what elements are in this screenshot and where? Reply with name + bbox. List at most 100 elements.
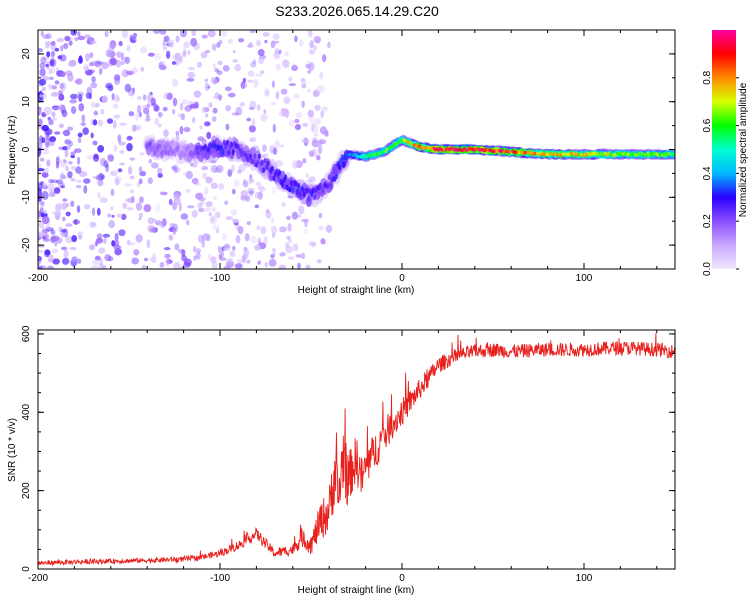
heatmap-cell — [69, 93, 78, 100]
heatmap-cell — [168, 234, 174, 241]
heatmap-cell — [40, 30, 44, 36]
heatmap-cell — [97, 173, 104, 181]
heatmap-cell — [39, 68, 46, 77]
heatmap-cell — [68, 140, 74, 147]
snr-y-tick-label: 0 — [21, 566, 32, 572]
heatmap-cell — [201, 106, 206, 113]
heatmap-cell — [154, 220, 163, 226]
heatmap-cell — [218, 39, 223, 45]
heatmap-cell — [51, 111, 56, 118]
heatmap-cell — [63, 249, 69, 259]
heatmap-cell — [225, 104, 232, 112]
heatmap-cell — [204, 186, 209, 196]
spectrogram-y-tick-label: -10 — [21, 190, 32, 205]
heatmap-cell — [157, 167, 163, 175]
heatmap-cell — [240, 190, 248, 199]
heatmap-cell — [83, 185, 88, 194]
heatmap-cell — [151, 162, 159, 169]
heatmap-cell — [54, 242, 58, 247]
snr-y-tick-label: 600 — [21, 325, 32, 342]
heatmap-cell — [294, 118, 300, 124]
heatmap-cell — [153, 150, 156, 156]
heatmap-cell — [174, 167, 181, 173]
heatmap-cell — [231, 164, 235, 173]
heatmap-cell — [101, 61, 109, 70]
heatmap-cell — [238, 164, 246, 172]
heatmap-cell — [68, 61, 76, 67]
heatmap-cell — [201, 34, 208, 39]
heatmap-cell — [92, 119, 98, 126]
heatmap-cell — [297, 182, 301, 189]
heatmap-cell — [321, 188, 325, 194]
heatmap-cell — [38, 220, 45, 229]
heatmap-cell — [263, 157, 267, 164]
heatmap-cell — [318, 225, 324, 231]
heatmap-cell — [196, 150, 200, 156]
heatmap-cell — [118, 229, 126, 237]
heatmap-cell — [161, 218, 167, 227]
heatmap-cell — [301, 122, 309, 127]
heatmap-cell — [150, 97, 156, 106]
heatmap-cell — [38, 210, 42, 217]
heatmap-cell — [94, 103, 100, 108]
heatmap-cell — [53, 187, 61, 194]
heatmap-cell — [291, 211, 298, 220]
heatmap-cell — [237, 258, 243, 265]
heatmap-cell — [275, 63, 281, 71]
heatmap-cell — [113, 94, 120, 103]
heatmap-cell — [126, 143, 133, 152]
heatmap-cell — [308, 176, 316, 183]
heatmap-cell — [225, 216, 234, 221]
heatmap-cell — [327, 41, 331, 49]
heatmap-cell — [222, 65, 230, 72]
heatmap-cell — [42, 34, 50, 39]
spectrogram-y-tick-label: 20 — [21, 48, 32, 60]
heatmap-cell — [124, 83, 132, 93]
heatmap-cell — [291, 160, 298, 169]
heatmap-cell — [254, 244, 261, 251]
heatmap-cell — [158, 143, 162, 150]
heatmap-cell — [180, 113, 185, 121]
heatmap-cell — [250, 136, 257, 143]
heatmap-cell — [103, 160, 109, 168]
heatmap-cell — [311, 187, 315, 194]
heatmap-cell — [204, 82, 210, 92]
heatmap-cell — [39, 94, 43, 98]
heatmap-cell — [79, 171, 88, 178]
heatmap-cell — [111, 214, 115, 218]
heatmap-cell — [173, 164, 178, 174]
heatmap-cell — [91, 222, 97, 227]
heatmap-cell — [187, 205, 195, 209]
heatmap-cell — [38, 265, 43, 269]
heatmap-cell — [38, 146, 42, 155]
heatmap-cell — [72, 219, 81, 225]
heatmap-cell — [307, 109, 314, 118]
heatmap-cell — [52, 106, 60, 112]
heatmap-cell — [260, 114, 268, 122]
heatmap-cell — [210, 182, 218, 189]
heatmap-cell — [222, 139, 226, 146]
heatmap-cell — [90, 265, 99, 269]
heatmap-cell — [83, 178, 91, 184]
heatmap-cell — [147, 217, 155, 225]
heatmap-cell — [104, 30, 109, 38]
heatmap-cell — [70, 30, 77, 36]
heatmap-cell — [38, 250, 43, 253]
heatmap-cell — [165, 50, 171, 59]
heatmap-cell — [47, 116, 51, 120]
heatmap-cell — [222, 232, 227, 241]
heatmap-cell — [183, 258, 192, 267]
heatmap-cell — [38, 197, 43, 202]
heatmap-cell — [264, 87, 270, 94]
heatmap-cell — [204, 207, 212, 212]
heatmap-cell — [337, 164, 341, 171]
heatmap-cell — [70, 165, 76, 170]
heatmap-cell — [65, 70, 73, 76]
heatmap-cell — [118, 40, 123, 47]
heatmap-cell — [242, 180, 249, 188]
heatmap-cell — [301, 218, 309, 223]
heatmap-cell — [146, 239, 151, 249]
heatmap-cell — [48, 83, 53, 90]
heatmap-cell — [316, 154, 321, 161]
heatmap-cell — [151, 144, 155, 151]
